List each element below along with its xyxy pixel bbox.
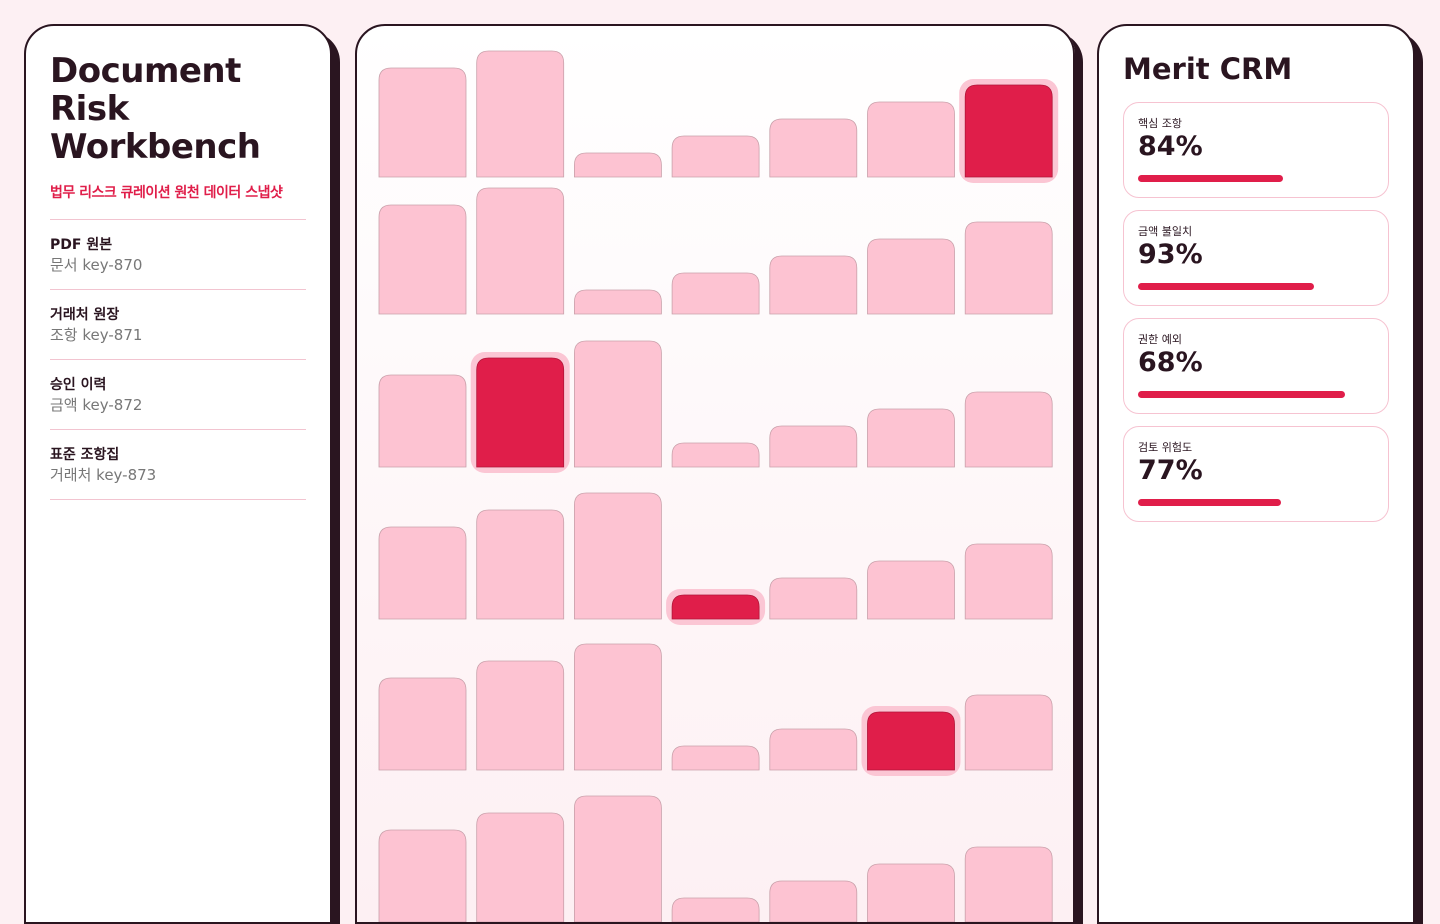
tile-active[interactable] [671,594,760,620]
tile[interactable] [964,846,1053,922]
tile[interactable] [671,135,760,178]
item-meta: 문서 key-870 [50,256,143,274]
tile[interactable] [378,67,467,178]
tile[interactable] [769,880,858,922]
metric-bar [1138,175,1283,182]
tile[interactable] [476,660,565,771]
tile[interactable] [769,425,858,468]
metric-bar [1138,391,1345,398]
tile[interactable] [867,238,955,315]
tile[interactable] [769,255,858,315]
metric-value: 77% [1138,455,1203,486]
metric-card: 금액 불일치 93% [1123,210,1389,306]
tile[interactable] [574,643,662,771]
tile[interactable] [378,829,467,922]
metrics-title: Merit CRM [1123,52,1293,86]
tile[interactable] [574,152,662,178]
tile[interactable] [378,526,467,620]
tile[interactable] [574,340,662,468]
tile[interactable] [378,677,467,771]
page: Document Risk Workbench 법무 리스크 큐레이션 원천 데… [24,24,1415,924]
metric-label: 핵심 조항 [1138,117,1182,130]
item-title: 표준 조항집 [50,447,120,463]
tile-active[interactable] [964,84,1053,178]
tile[interactable] [671,745,760,771]
tile[interactable] [769,577,858,620]
tile[interactable] [671,272,760,315]
tile[interactable] [964,694,1053,771]
app-title: Document Risk Workbench [50,51,261,167]
item-title: 승인 이력 [50,377,107,393]
tile[interactable] [378,204,467,315]
tile-active[interactable] [476,357,565,468]
metric-label: 권한 예외 [1138,333,1182,346]
tile-active[interactable] [867,711,955,771]
bar-grid-panel [355,24,1075,924]
item-title: PDF 원본 [50,237,113,253]
metric-value: 93% [1138,239,1203,270]
item-meta: 거래처 key-873 [50,466,157,484]
metric-label: 금액 불일치 [1138,225,1193,238]
tile[interactable] [476,187,565,315]
tile[interactable] [769,118,858,178]
tile[interactable] [574,289,662,315]
tile[interactable] [476,509,565,620]
bar-grid [378,50,1059,922]
tile[interactable] [378,374,467,468]
metric-card: 핵심 조항 84% [1123,102,1389,198]
subtitle: 법무 리스크 큐레이션 원천 데이터 스냅샷 [50,182,306,220]
tile[interactable] [671,897,760,922]
metrics-panel: Merit CRM 핵심 조항 84% 금액 불일치 93% 권한 예외 68% 검토… [1097,24,1415,924]
tile[interactable] [964,391,1053,468]
metric-label: 검토 위험도 [1138,441,1193,454]
tile[interactable] [867,408,955,468]
metric-value: 84% [1138,131,1203,162]
tile[interactable] [671,442,760,468]
tile[interactable] [964,221,1053,315]
tile[interactable] [769,728,858,771]
tile[interactable] [574,492,662,620]
metric-value: 68% [1138,347,1203,378]
sidebar: Document Risk Workbench 법무 리스크 큐레이션 원천 데… [24,24,332,924]
item-meta: 금액 key-872 [50,396,143,414]
metric-bar [1138,499,1281,506]
tile[interactable] [574,795,662,922]
tile[interactable] [867,560,955,620]
tile[interactable] [476,50,565,178]
item-meta: 조항 key-871 [50,326,143,344]
tile[interactable] [867,101,955,178]
metric-card: 권한 예외 68% [1123,318,1389,414]
tile[interactable] [964,543,1053,620]
tile[interactable] [476,812,565,922]
item-title: 거래처 원장 [50,307,120,323]
metric-card: 검토 위험도 77% [1123,426,1389,522]
metric-bar [1138,283,1314,290]
tile[interactable] [867,863,955,922]
